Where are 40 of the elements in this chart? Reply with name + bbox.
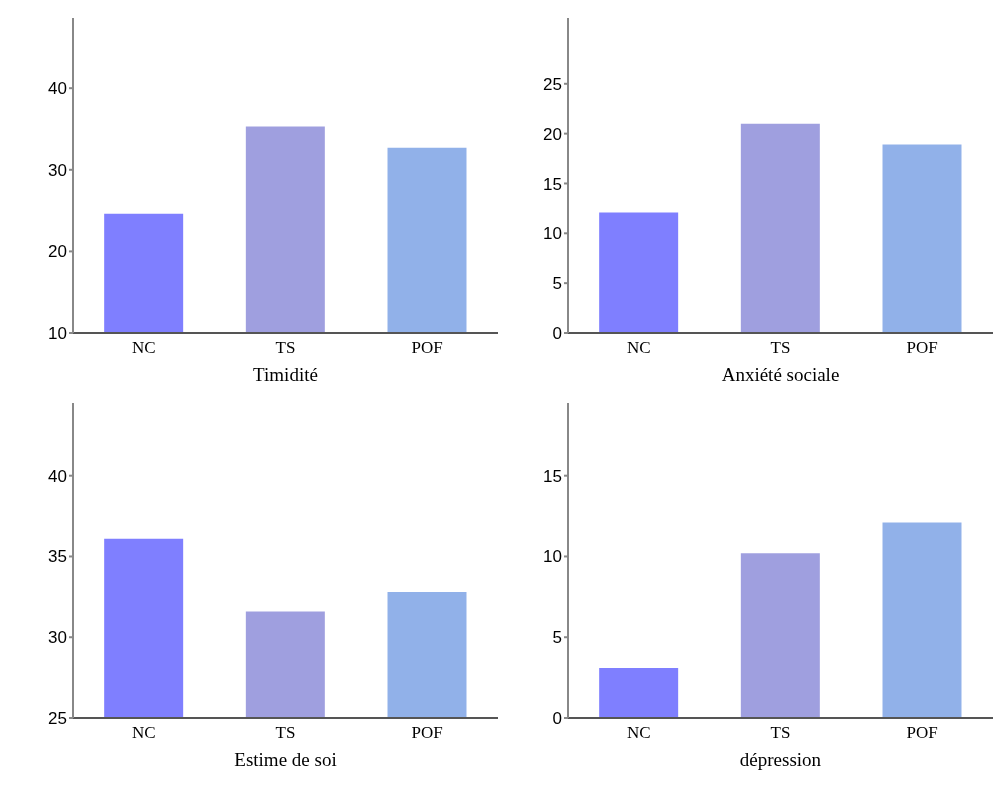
x-tick-label: POF [906, 723, 938, 743]
y-tick-label: 40 [48, 79, 67, 99]
x-tick-label: POF [906, 338, 938, 358]
y-tick-label: 30 [48, 628, 67, 648]
y-tick-label: 5 [552, 274, 562, 294]
bar [882, 144, 962, 333]
y-tick-label: 0 [552, 709, 562, 729]
x-tick-label: NC [627, 723, 651, 743]
y-tick-label: 10 [48, 324, 67, 344]
x-tick-label: NC [132, 338, 156, 358]
y-tick-label: 30 [48, 160, 67, 180]
x-tick-label: TS [275, 338, 296, 358]
x-tick-label: POF [411, 338, 443, 358]
y-tick-label: 25 [543, 74, 562, 94]
x-tick-label: TS [770, 338, 791, 358]
x-tick-label: TS [275, 723, 296, 743]
x-tick-label: NC [627, 338, 651, 358]
x-tick-label: NC [132, 723, 156, 743]
y-tick-label: 0 [552, 324, 562, 344]
x-axis-title: Timidité [253, 364, 318, 385]
y-tick-label: 5 [552, 628, 562, 648]
y-tick-label: 10 [543, 224, 562, 244]
y-tick-label: 15 [543, 466, 562, 486]
y-tick-label: 20 [48, 242, 67, 262]
bar [599, 667, 679, 718]
x-axis-title: Estime de soi [234, 749, 337, 770]
bar [740, 123, 820, 333]
y-tick-label: 10 [543, 547, 562, 567]
bar [740, 553, 820, 718]
x-axis-title: dépression [739, 749, 822, 770]
y-tick-label: 20 [543, 124, 562, 144]
x-tick-label: POF [411, 723, 443, 743]
bar [599, 212, 679, 333]
y-tick-label: 25 [48, 709, 67, 729]
bar [882, 522, 962, 718]
y-tick-label: 15 [543, 174, 562, 194]
x-axis-title: Anxiété sociale [721, 364, 840, 385]
y-tick-label: 35 [48, 547, 67, 567]
x-tick-label: TS [770, 723, 791, 743]
y-tick-label: 40 [48, 466, 67, 486]
